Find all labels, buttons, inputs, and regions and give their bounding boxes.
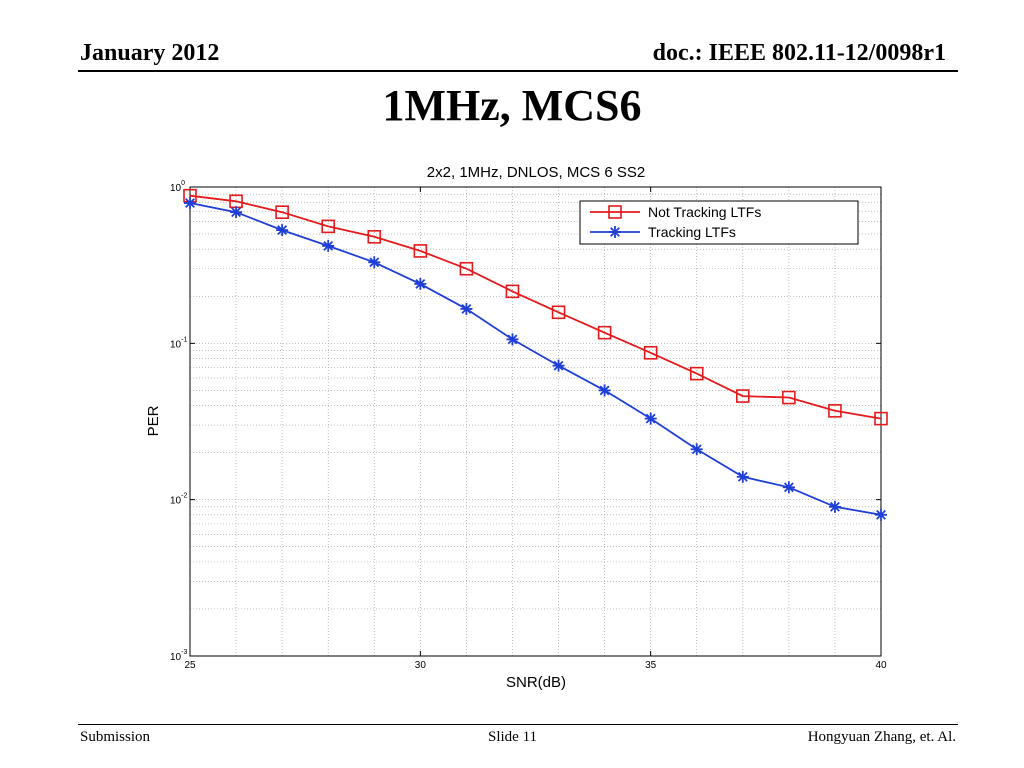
data-point [459,261,474,276]
data-point [414,277,427,290]
data-point [875,508,887,521]
data-point [321,219,336,234]
data-point [597,325,612,340]
data-point [368,256,381,269]
data-point [608,205,622,219]
per-chart: 2x2, 1MHz, DNLOS, MCS 6 SS2 25 30 35 40 100 1… [145,164,888,691]
header-date: January 2012 [80,40,220,66]
footer-submission: Submission [80,729,151,745]
data-point [609,226,621,238]
slide-title: 1MHz, MCS6 [382,81,642,130]
legend-label: Tracking LTFs [648,224,736,240]
data-point [690,443,703,456]
data-point [874,411,888,426]
series-line [189,194,882,420]
y-axis-label: PER [145,405,162,436]
data-point [828,500,841,513]
data-point [552,359,565,372]
chart-grid [190,187,881,656]
x-tick-label: 30 [415,660,427,671]
chart-legend: Not Tracking LTFs Tracking LTFs [579,200,859,245]
data-point [276,224,289,237]
x-tick-label: 25 [184,660,196,671]
footer-author: Hongyuan Zhang, et. Al. [807,729,956,745]
y-tick-label: 10-2 [170,493,187,507]
data-point [460,302,473,315]
data-point [367,230,382,244]
legend-box [579,200,859,245]
data-point [184,197,196,210]
y-tick-label: 100 [170,180,185,194]
series-1 [184,197,887,521]
series-0 [183,188,888,426]
data-point [735,389,750,403]
data-point [643,345,658,360]
data-point [736,470,749,483]
footer-rule [78,724,958,725]
plot-frame [189,186,882,657]
chart-title: 2x2, 1MHz, DNLOS, MCS 6 SS2 [427,164,645,181]
footer-slide-number: Slide 11 [488,729,538,745]
header-doc-id: doc.: IEEE 802.11-12/0098r1 [652,40,946,66]
data-point [506,333,519,346]
series-line [189,202,882,516]
data-point [828,404,842,418]
data-point [275,205,289,219]
data-point [230,206,243,219]
y-tick-label: 10-1 [170,336,187,350]
x-axis-label: SNR(dB) [506,674,566,691]
header-rule [78,70,958,72]
chart-series [183,188,888,521]
data-point [505,284,520,299]
data-point [782,390,796,405]
legend-label: Not Tracking LTFs [648,204,761,220]
x-tick-label: 40 [875,660,887,671]
data-point [689,366,704,381]
data-point [551,305,566,320]
data-point [644,412,657,425]
data-point [598,384,611,397]
x-tick-label: 35 [645,660,657,671]
data-point [322,239,335,252]
data-point [782,481,795,494]
data-point [413,244,428,258]
